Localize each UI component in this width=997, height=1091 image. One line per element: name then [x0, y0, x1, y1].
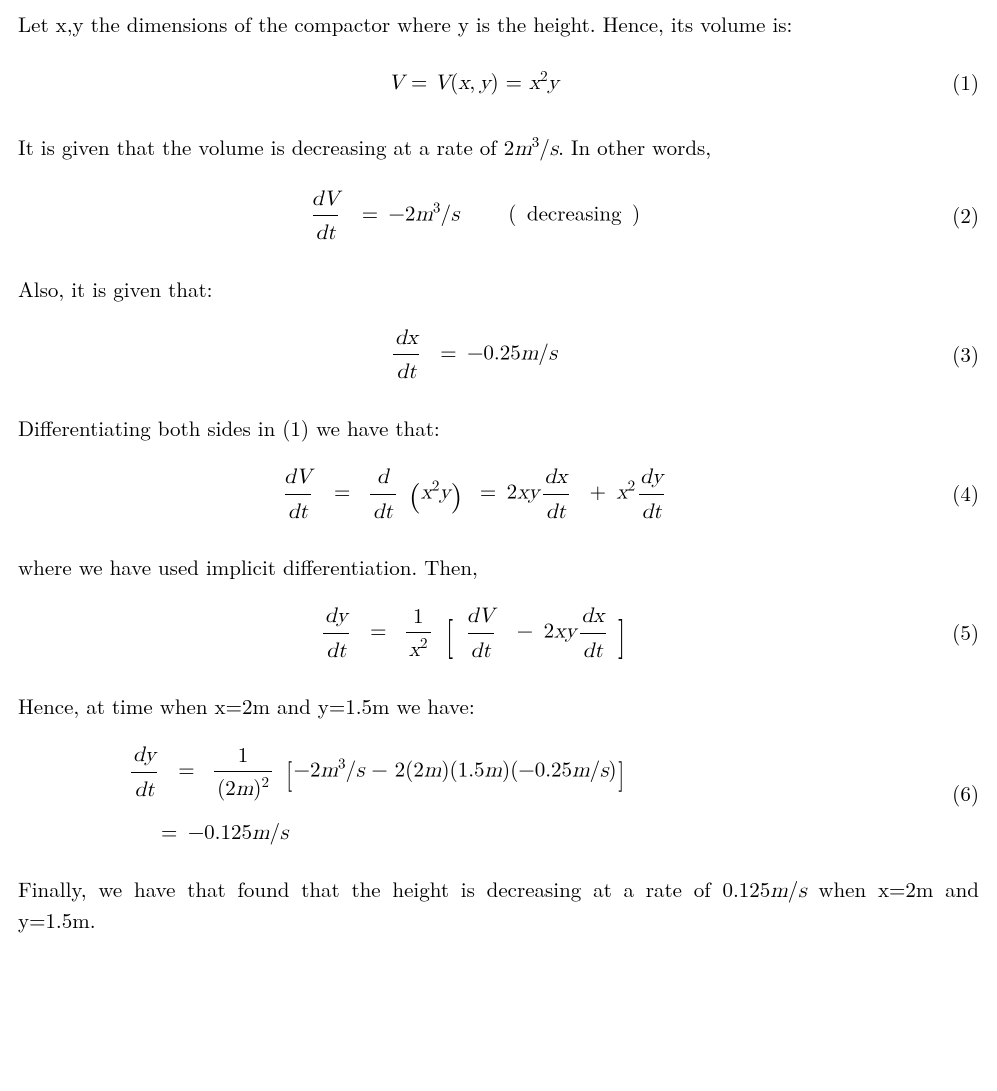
paragraph-6: Hence, at time when x=2m and y=1.5m we h… — [18, 692, 979, 721]
equation-3: dxdt = −0.25m/s — [18, 322, 929, 388]
equation-2: dVdt = −2m3/s ( decreasing ) — [18, 183, 929, 249]
equation-5-number: (5) — [929, 618, 979, 647]
equation-6-number: (6) — [929, 779, 979, 808]
equation-2-number: (2) — [929, 201, 979, 230]
equation-4: dVdt = ddt (x2y) = 2xydxdt + x2dydt — [18, 461, 929, 527]
paragraph-1: Let x,y the dimensions of the compactor … — [18, 10, 979, 39]
inline-rate: 2m3/s — [504, 132, 558, 162]
paragraph-4: Differentiating both sides in (1) we hav… — [18, 414, 979, 443]
paragraph-7a: Finally, we have that found that the hei… — [18, 874, 722, 904]
paragraph-2b: . In other words, — [558, 132, 711, 162]
paragraph-2a: It is given that the volume is decreasin… — [18, 132, 504, 162]
equation-3-row: dxdt = −0.25m/s (3) — [18, 322, 979, 388]
equation-6-line1: dydt = 1(2m)2 [−2m3/s − 2(2m)(1.5m)(−0.2… — [128, 739, 625, 805]
equation-1: V = V(x, y) = x2y — [18, 67, 929, 98]
paragraph-2: It is given that the volume is decreasin… — [18, 133, 979, 164]
paragraph-7: Finally, we have that found that the hei… — [18, 875, 979, 936]
equation-1-row: V = V(x, y) = x2y (1) — [18, 57, 979, 107]
equation-3-number: (3) — [929, 340, 979, 369]
equation-5: dydt = 1x2 [ dVdt − 2xydxdt ] — [18, 600, 929, 666]
final-rate: 0.125m/s — [722, 874, 806, 904]
equation-6: dydt = 1(2m)2 [−2m3/s − 2(2m)(1.5m)(−0.2… — [128, 739, 929, 848]
paragraph-5: where we have used implicit differentiat… — [18, 553, 979, 582]
equation-6-row: dydt = 1(2m)2 [−2m3/s − 2(2m)(1.5m)(−0.2… — [18, 739, 979, 848]
equation-6-line2: = −0.125m/s — [161, 817, 288, 848]
equation-5-row: dydt = 1x2 [ dVdt − 2xydxdt ] (5) — [18, 600, 979, 666]
equation-1-number: (1) — [929, 68, 979, 97]
equation-2-row: dVdt = −2m3/s ( decreasing ) (2) — [18, 183, 979, 249]
equation-2-annot: ( decreasing ) — [508, 197, 640, 227]
equation-4-number: (4) — [929, 479, 979, 508]
equation-4-row: dVdt = ddt (x2y) = 2xydxdt + x2dydt (4) — [18, 461, 979, 527]
paragraph-3: Also, it is given that: — [18, 275, 979, 304]
